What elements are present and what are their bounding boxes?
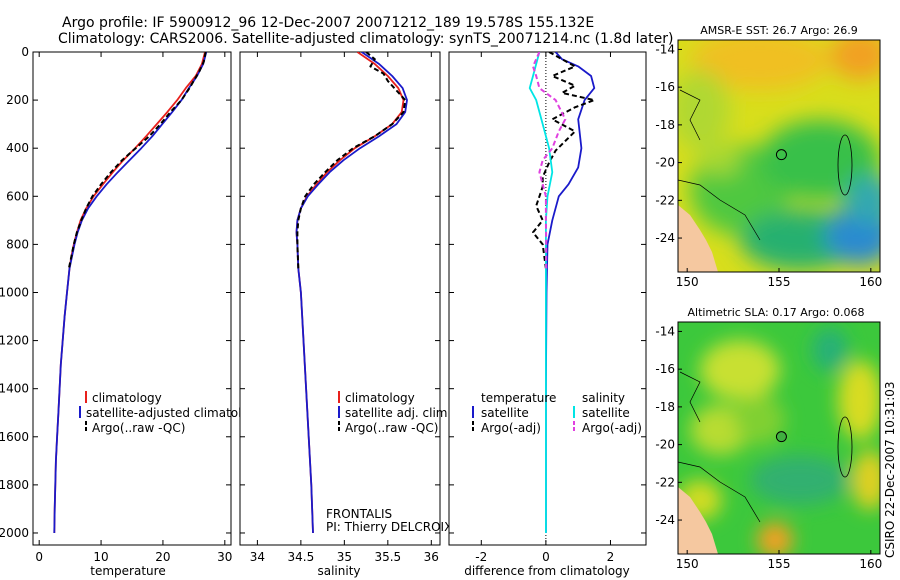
salinity-xtick-label: 35.5 (374, 550, 401, 564)
sst-map-ytick-label: -24 (655, 231, 675, 245)
temperature-series (53, 52, 208, 534)
temperature-ytick-label: 1200 (0, 334, 29, 348)
header-line-2: Climatology: CARS2006. Satellite-adjuste… (58, 31, 673, 47)
salinity-legend-climatology: climatology (345, 391, 415, 405)
sst-map-ytick-label: -18 (655, 118, 675, 132)
temperature-ticks: 0 10 20 30 0 200 400 600 800 1000 1200 1400 1600 1800… (0, 45, 232, 564)
sla-map-xtick-label: 160 (859, 557, 882, 571)
salinity-series-argo-raw-qc (296, 52, 407, 269)
temperature-ytick-label: 1800 (0, 478, 29, 492)
temperature-xtick-label: 20 (155, 550, 170, 564)
temperature-xlabel: temperature (90, 564, 165, 578)
difference-series (528, 52, 596, 533)
sst-map-ytick-label: -14 (655, 42, 675, 56)
sla-map-ytick-label: -24 (655, 513, 675, 527)
sla-map-ytick-label: -16 (655, 362, 675, 376)
difference-series-salinity-satellite (528, 52, 554, 533)
difference-legend-salinity-title: salinity (582, 391, 625, 405)
sla-map-ytick-label: -14 (655, 324, 675, 338)
temperature-legend: climatology satellite-adjusted climatolo… (79, 391, 264, 435)
temperature-legend-satellite: satellite-adjusted climatology (86, 406, 264, 420)
sla-map-title: Altimetric SLA: 0.17 Argo: 0.068 (687, 306, 864, 319)
difference-ticks: -2 0 2 (449, 51, 646, 564)
salinity-ticks: 34 34.5 35 35.5 36 (240, 51, 440, 564)
salinity-xlabel: salinity (317, 564, 360, 578)
temperature-ytick-label: 1400 (0, 382, 29, 396)
salinity-axes-frame (239, 51, 441, 546)
temperature-ytick-label: 1000 (0, 285, 29, 299)
temperature-axes-frame (32, 51, 232, 546)
difference-axes-frame (448, 51, 647, 546)
temperature-ytick-label: 800 (6, 237, 29, 251)
difference-legend-temperature-title: temperature (481, 391, 556, 405)
sst-map-ytick-label: -22 (655, 193, 675, 207)
temperature-ytick-label: 0 (21, 45, 29, 59)
sla-map-xtick-label: 155 (768, 557, 791, 571)
difference-legend-sal-argo: Argo(-adj) (582, 421, 642, 435)
sla-map-ytick-label: -22 (655, 475, 675, 489)
sla-map-ytick-label: -18 (655, 400, 675, 414)
difference-xtick-label: 0 (542, 550, 550, 564)
temperature-ytick-label: 1600 (0, 430, 29, 444)
side-timestamp: CSIRO 22-Dec-2007 10:31:03 (883, 381, 897, 558)
difference-series-temperature-satellite (545, 52, 596, 533)
salinity-panel: 34 34.5 35 35.5 36 salinity climatology sate… (239, 51, 452, 578)
temperature-xtick-label: 30 (217, 550, 232, 564)
temperature-xtick-label: 10 (93, 550, 108, 564)
salinity-xtick-label: 34 (250, 550, 265, 564)
temperature-legend-climatology: climatology (92, 391, 162, 405)
sst-map-ticks: 150 155 160 -14 -16 -18 -20 -22 -24 (655, 42, 882, 289)
difference-legend-temp-argo: Argo(-adj) (481, 421, 541, 435)
sst-argo-marker (775, 149, 787, 161)
salinity-series (295, 52, 408, 534)
temperature-ytick-label: 400 (6, 141, 29, 155)
sla-map-field (678, 322, 880, 554)
sst-map-panel: AMSR-E SST: 26.7 Argo: 26.9 150 155 160 -14… (655, 24, 882, 289)
sla-map-xtick-label: 150 (676, 557, 699, 571)
salinity-legend-argo: Argo(..raw -QC) (345, 421, 438, 435)
difference-xtick-label: -2 (475, 550, 487, 564)
temperature-xtick-label: 0 (35, 550, 43, 564)
sst-map-ytick-label: -20 (655, 156, 675, 170)
sla-map-ytick-label: -20 (655, 438, 675, 452)
sla-argo-marker (775, 431, 787, 443)
sla-map-panel: Altimetric SLA: 0.17 Argo: 0.068 150 155 1… (655, 306, 882, 571)
temperature-panel: 0 10 20 30 0 200 400 600 800 1000 1200 1400 1600 1800… (0, 45, 264, 578)
salinity-series-satellite-adj-clim (295, 52, 408, 534)
temperature-legend-argo: Argo(..raw -QC) (92, 421, 185, 435)
difference-series-temperature-argo-adj (532, 52, 596, 269)
sla-map-ticks: 150 155 160 -14 -16 -18 -20 -22 -24 (655, 324, 882, 571)
sst-map-field (678, 40, 880, 272)
temperature-ytick-label: 200 (6, 93, 29, 107)
difference-series-salinity-argo-adj (532, 52, 567, 269)
salinity-xtick-label: 35 (337, 550, 352, 564)
difference-xtick-label: 2 (607, 550, 615, 564)
salinity-legend: climatology satellite adj. clim. Argo(..… (338, 391, 451, 435)
sst-map-title: AMSR-E SST: 26.7 Argo: 26.9 (700, 24, 858, 37)
salinity-xtick-label: 34.5 (288, 550, 315, 564)
difference-legend-sal-satellite: satellite (582, 406, 630, 420)
sst-map-xtick-label: 160 (859, 275, 882, 289)
temperature-ytick-label: 600 (6, 189, 29, 203)
sst-map-xtick-label: 155 (768, 275, 791, 289)
header-line-1: Argo profile: IF 5900912_96 12-Dec-2007 … (62, 15, 594, 31)
sst-map-xtick-label: 150 (676, 275, 699, 289)
difference-xlabel: difference from climatology (464, 564, 630, 578)
annotation-frontalis: FRONTALIS (326, 507, 392, 521)
difference-panel: -2 0 2 difference from climatology tempera… (448, 51, 647, 578)
sst-map-ytick-label: -16 (655, 80, 675, 94)
difference-legend: temperature satellite Argo(-adj) salinit… (472, 391, 642, 435)
annotation-pi: PI: Thierry DELCROIX (326, 520, 452, 534)
salinity-xtick-label: 36 (424, 550, 439, 564)
difference-legend-temp-satellite: satellite (481, 406, 529, 420)
temperature-series-argo-raw-qc (67, 52, 207, 269)
temperature-ytick-label: 2000 (0, 526, 29, 540)
salinity-legend-satellite: satellite adj. clim. (345, 406, 451, 420)
